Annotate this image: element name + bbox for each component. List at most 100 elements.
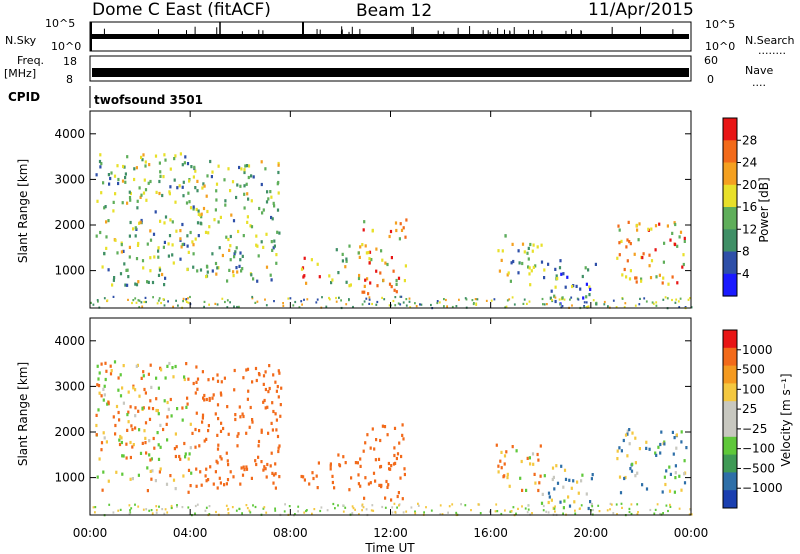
velocity-echo-cell: [399, 476, 402, 480]
velocity-echo-cell: [395, 456, 398, 461]
velocity-echo-cell: [121, 472, 124, 476]
nsky-tick-low: 10^0: [51, 40, 81, 53]
velocity-echo-cell: [331, 474, 334, 478]
velocity-echo-cell: [238, 507, 241, 511]
velocity-echo-cell: [626, 429, 629, 433]
power-echo-cell: [476, 298, 479, 301]
power-echo-cell: [164, 215, 168, 219]
nsearch-tick-high: 10^5: [705, 18, 735, 31]
power-echo-cell: [192, 252, 195, 256]
velocity-echo-cell: [263, 465, 266, 469]
power-echo-cell: [282, 304, 285, 307]
power-echo-cell: [583, 305, 585, 308]
velocity-echo-cell: [148, 417, 152, 421]
velocity-echo-cell: [205, 397, 208, 402]
power-echo-cell: [134, 226, 137, 230]
velocity-echo-cell: [156, 431, 159, 435]
power-echo-cell: [208, 303, 210, 306]
power-echo-cell: [671, 275, 674, 279]
power-echo-cell: [430, 303, 432, 307]
velocity-echo-cell: [683, 459, 686, 463]
velocity-echo-cell: [401, 423, 404, 427]
velocity-echo-cell: [517, 507, 519, 510]
power-echo-cell: [658, 273, 661, 277]
velocity-echo-cell: [219, 455, 222, 459]
velocity-echo-cell: [189, 422, 192, 426]
power-colorbar-segment: [723, 229, 737, 253]
velocity-echo-cell: [169, 474, 172, 478]
velocity-echo-cell: [631, 431, 634, 435]
power-echo-cell: [445, 298, 447, 302]
power-echo-cell: [105, 235, 108, 239]
velocity-echo-cell: [628, 507, 631, 510]
velocity-echo-cell: [403, 467, 406, 471]
power-echo-cell: [112, 209, 115, 213]
velocity-echo-cell: [212, 482, 215, 486]
power-ylabel: Slant Range [km]: [16, 159, 30, 263]
power-echo-cell: [507, 271, 510, 275]
velocity-echo-cell: [194, 427, 197, 432]
power-echo-cell: [504, 234, 507, 238]
velocity-echo-cell: [634, 461, 637, 465]
power-echo-cell: [127, 275, 130, 279]
power-echo-cell: [124, 283, 127, 287]
velocity-echo-cell: [387, 483, 390, 487]
velocity-echo-cell: [121, 454, 124, 458]
time-tick-label: 12:00: [373, 526, 408, 540]
velocity-echo-cell: [158, 470, 161, 474]
freq-strip-frame: [89, 55, 692, 82]
velocity-echo-cell: [390, 498, 393, 502]
velocity-echo-cell: [220, 457, 223, 461]
power-echo-cell: [181, 185, 184, 189]
velocity-echo-cell: [531, 512, 533, 515]
velocity-echo-cell: [648, 447, 651, 451]
velocity-echo-cell: [585, 492, 588, 496]
velocity-echo-cell: [122, 364, 125, 368]
velocity-echo-cell: [351, 512, 354, 515]
power-echo-cell: [164, 276, 167, 280]
velocity-colorbar-tick-label: 25: [742, 402, 757, 416]
power-echo-cell: [264, 298, 266, 301]
velocity-echo-cell: [114, 423, 117, 428]
power-echo-cell: [138, 221, 141, 225]
power-echo-cell: [335, 296, 337, 300]
power-echo-cell: [96, 199, 99, 203]
power-echo-cell: [328, 296, 330, 300]
velocity-echo-cell: [504, 509, 506, 512]
power-echo-cell: [205, 275, 208, 279]
velocity-echo-cell: [533, 472, 536, 476]
velocity-colorbar-tick-label: 1000: [742, 343, 773, 357]
velocity-echo-cell: [393, 502, 396, 505]
power-echo-cell: [562, 272, 565, 276]
velocity-echo-cell: [279, 403, 282, 407]
power-echo-cell: [184, 155, 187, 159]
velocity-echo-cell: [194, 391, 197, 395]
velocity-echo-cell: [554, 510, 556, 513]
power-echo-cell: [527, 257, 530, 261]
power-echo-cell: [237, 229, 240, 234]
velocity-echo-cell: [398, 504, 400, 507]
power-echo-cell: [156, 302, 159, 305]
power-echo-cell: [328, 274, 331, 278]
power-echo-cell: [287, 297, 290, 300]
power-echo-cell: [181, 163, 184, 167]
velocity-echo-cell: [675, 446, 678, 450]
power-echo-cell: [225, 235, 228, 239]
velocity-echo-cell: [386, 485, 389, 489]
velocity-echo-cell: [161, 508, 164, 511]
velocity-echo-cell: [675, 433, 678, 437]
power-echo-cell: [183, 242, 186, 246]
velocity-echo-cell: [243, 468, 246, 472]
power-echo-cell: [316, 298, 319, 301]
power-echo-cell: [368, 298, 371, 301]
power-echo-cell: [408, 297, 411, 300]
power-echo-cell: [399, 222, 402, 226]
velocity-echo-cell: [659, 512, 661, 516]
velocity-echo-cell: [129, 509, 131, 512]
velocity-echo-cell: [554, 505, 556, 508]
velocity-echo-cell: [195, 467, 198, 471]
power-echo-cell: [223, 178, 226, 182]
velocity-echo-cell: [129, 477, 132, 481]
power-echo-cell: [370, 258, 373, 262]
velocity-echo-cell: [663, 475, 666, 479]
